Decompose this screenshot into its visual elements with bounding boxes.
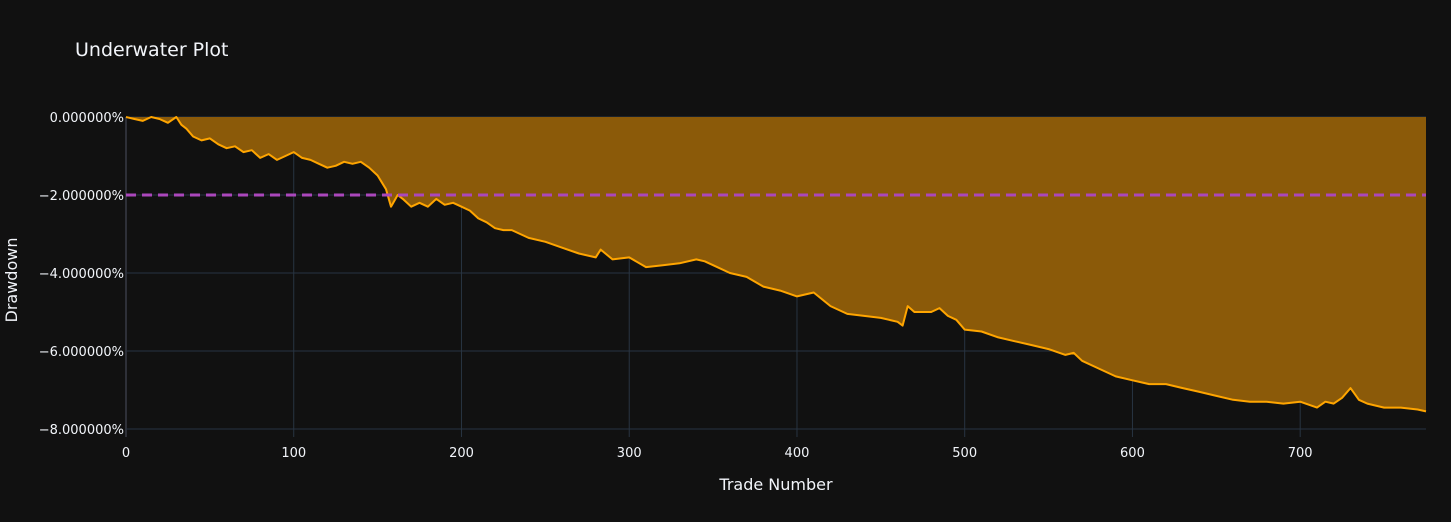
x-tick-label: 600: [1120, 446, 1145, 461]
drawdown-line: [125, 116, 1427, 413]
chart-title: Underwater Plot: [75, 39, 229, 61]
y-tick-label: −8.000000%: [39, 423, 124, 438]
y-tick-label: −4.000000%: [39, 267, 124, 282]
x-tick-label: 400: [785, 446, 810, 461]
x-tick-label: 200: [449, 446, 474, 461]
x-axis-title: Trade Number: [718, 475, 833, 494]
x-tick-label: 100: [281, 446, 306, 461]
x-tick-label: 300: [617, 446, 642, 461]
drawdown-area-fill: [126, 117, 1426, 412]
y-axis-ticks: 0.000000% −2.000000% −4.000000% −6.000000% −…: [39, 111, 124, 438]
y-axis-title: Drawdown: [2, 238, 21, 323]
y-tick-label: −2.000000%: [39, 189, 124, 204]
x-axis-ticks: 0 100 200 300 400 500 600 700: [122, 446, 1313, 461]
x-tick-label: 0: [122, 446, 130, 461]
y-tick-label: 0.000000%: [50, 111, 124, 126]
x-tick-label: 700: [1288, 446, 1313, 461]
x-tick-label: 500: [952, 446, 977, 461]
y-tick-label: −6.000000%: [39, 345, 124, 360]
plot-area: [125, 116, 1427, 413]
